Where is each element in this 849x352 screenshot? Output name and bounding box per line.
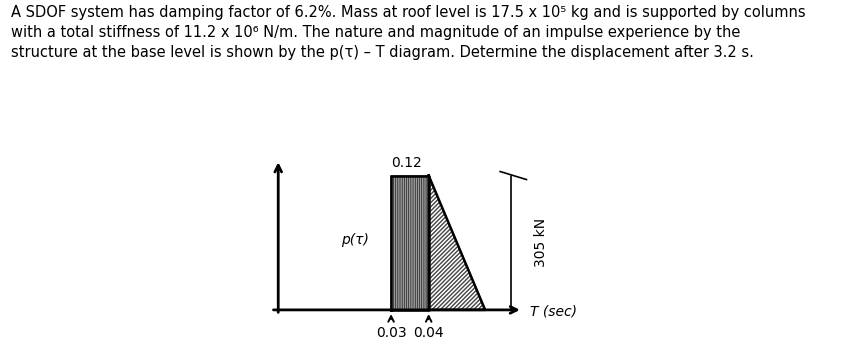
Text: 305 kN: 305 kN: [534, 218, 548, 267]
Text: T (sec): T (sec): [531, 304, 577, 318]
Text: A SDOF system has damping factor of 6.2%. Mass at roof level is 17.5 x 10⁵ kg an: A SDOF system has damping factor of 6.2%…: [11, 5, 806, 60]
Text: 0.12: 0.12: [391, 156, 421, 170]
Text: p(τ): p(τ): [340, 233, 368, 247]
Bar: [391, 176, 429, 310]
Polygon shape: [429, 176, 485, 310]
Text: 0.03: 0.03: [376, 326, 407, 340]
Text: 0.04: 0.04: [413, 326, 444, 340]
